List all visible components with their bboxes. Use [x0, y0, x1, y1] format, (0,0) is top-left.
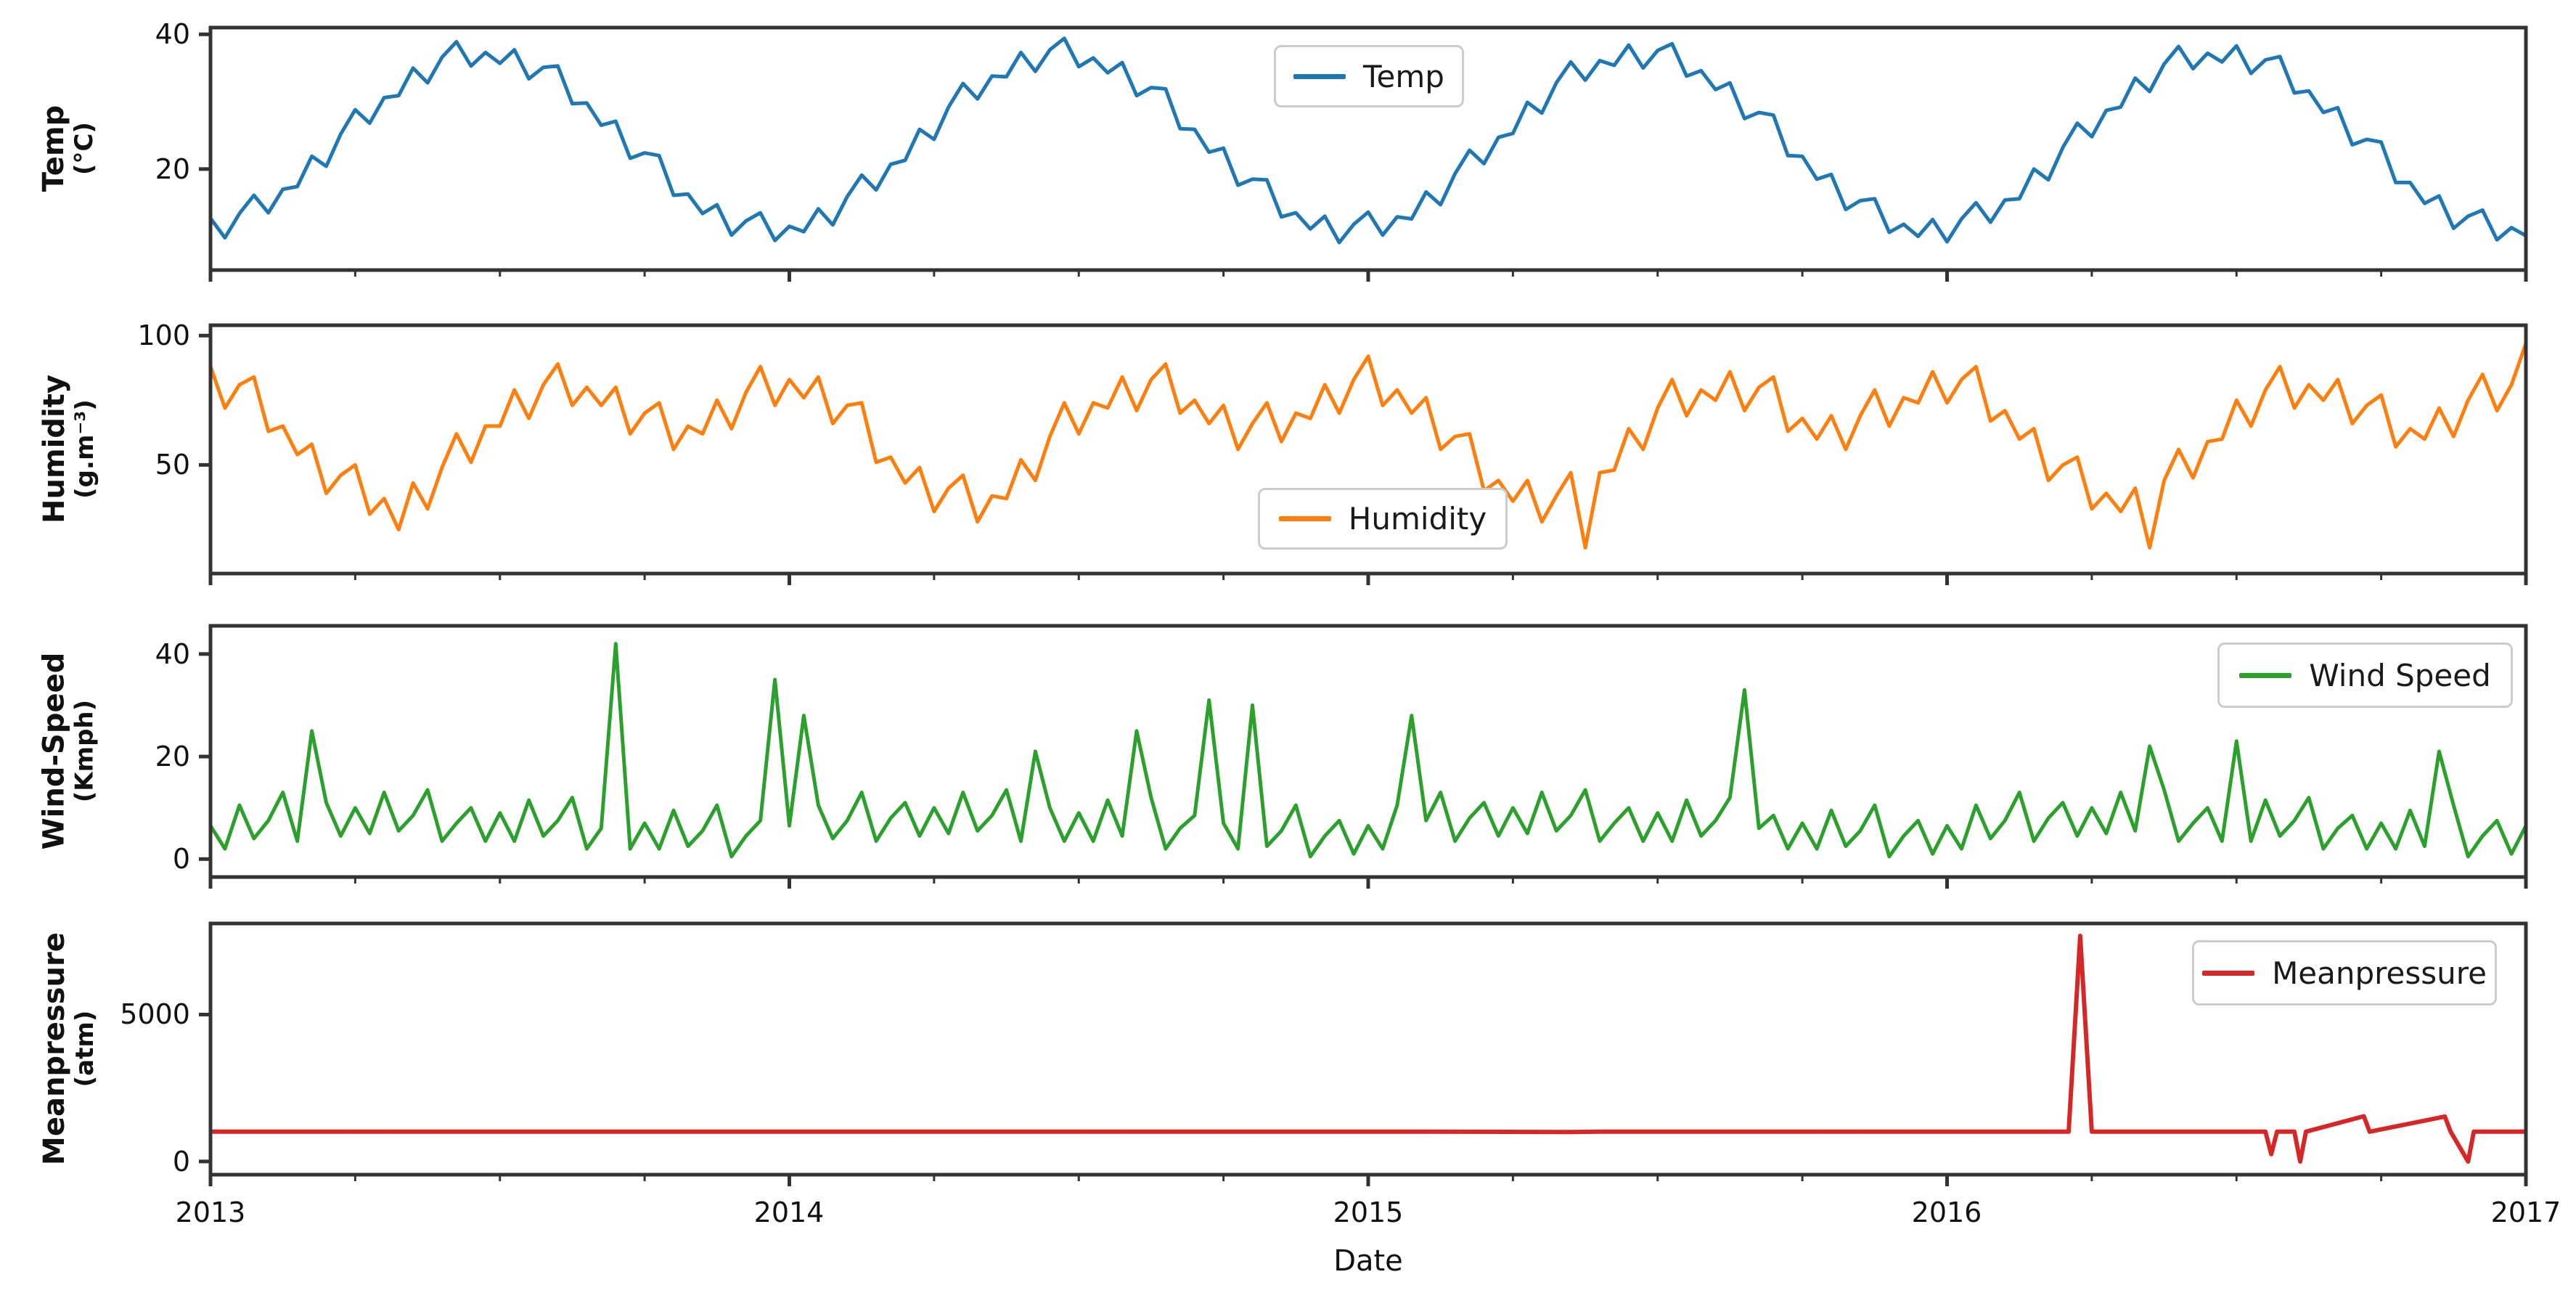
legend-humidity: Humidity — [1258, 488, 1508, 550]
meanpressure-line — [210, 934, 2526, 1164]
x-axis-label: Date — [1333, 1244, 1403, 1278]
legend-label: Meanpressure — [2272, 955, 2487, 991]
x-tick-label: 2017 — [2490, 1196, 2561, 1228]
legend-label: Humidity — [1348, 501, 1487, 537]
y-tick-label: 50 — [155, 449, 190, 481]
humidity-line-sample-icon — [1278, 516, 1331, 521]
legend-wind-speed: Wind Speed — [2217, 643, 2513, 708]
legend-meanpressure: Meanpressure — [2192, 940, 2497, 1006]
legend-label: Wind Speed — [2309, 657, 2491, 693]
subplot-spines — [208, 921, 2528, 1177]
y-tick-label: 5000 — [120, 998, 190, 1030]
y-tick-label: 0 — [172, 1146, 190, 1178]
y-axis-title: Meanpressure — [37, 932, 71, 1166]
legend-temp: Temp — [1274, 45, 1464, 107]
x-tick-label: 2016 — [1911, 1196, 1982, 1228]
y-tick-label: 100 — [137, 319, 190, 351]
x-tick-label: 2014 — [753, 1196, 825, 1228]
y-tick-label: 40 — [155, 638, 190, 670]
humidity-line — [208, 343, 2528, 550]
x-tick-label: 2013 — [175, 1196, 246, 1228]
temp-line — [208, 36, 2527, 245]
y-tick-label: 0 — [172, 843, 190, 875]
wind-speed-line-sample-icon — [2239, 672, 2292, 678]
legend-label: Temp — [1363, 58, 1444, 94]
wind-speed-line — [208, 642, 2528, 859]
x-tick-label: 2015 — [1333, 1196, 1404, 1228]
y-axis-label-meanpressure: Meanpressure (atm) — [10, 923, 126, 1175]
meanpressure-line-sample-icon — [2202, 970, 2255, 976]
temp-line-sample-icon — [1293, 73, 1346, 79]
y-tick-label: 20 — [155, 741, 190, 772]
y-tick-label: 20 — [155, 153, 190, 185]
y-axis-label-temp: Temp (°C) — [10, 28, 126, 270]
y-axis-unit: (atm) — [70, 1011, 99, 1088]
y-tick-label: 40 — [155, 18, 190, 50]
